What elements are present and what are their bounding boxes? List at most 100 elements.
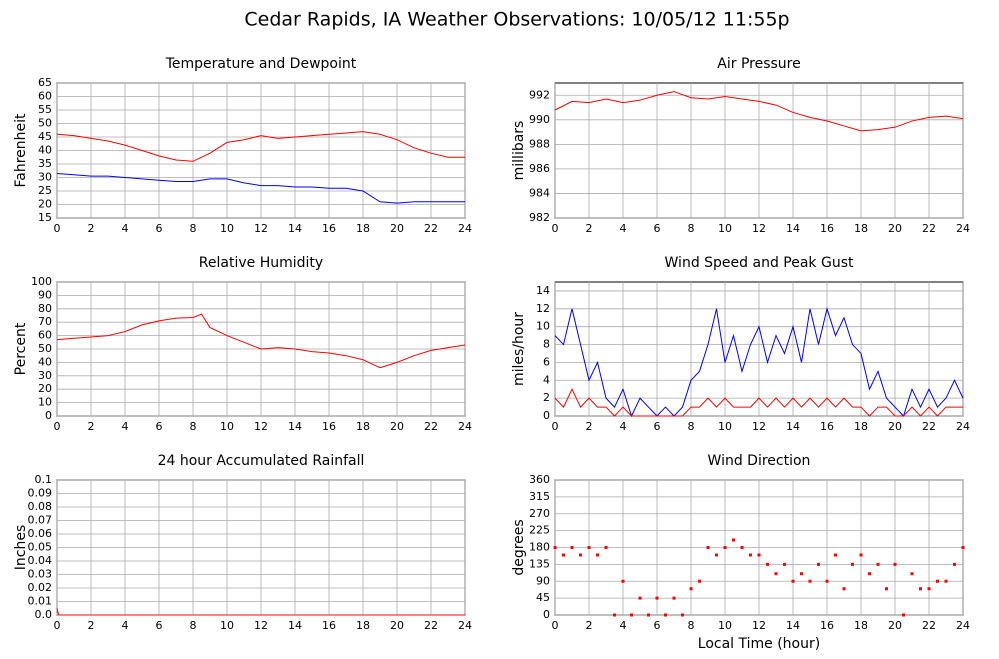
data-point xyxy=(859,553,863,557)
y-tick-label: 10 xyxy=(536,320,550,333)
data-line xyxy=(554,91,964,132)
data-point xyxy=(596,553,599,557)
x-tick-label: 14 xyxy=(288,420,302,433)
y-tick-label: 60 xyxy=(38,90,52,103)
data-point xyxy=(587,546,591,549)
x-tick-label: 22 xyxy=(922,420,936,433)
data-point xyxy=(868,572,871,576)
data-point xyxy=(757,553,761,557)
y-tick-label: 65 xyxy=(38,76,52,89)
x-tick-label: 14 xyxy=(786,420,800,433)
y-tick-label: 982 xyxy=(529,211,550,224)
x-tick-label: 8 xyxy=(688,222,695,235)
data-point xyxy=(562,553,565,557)
data-point xyxy=(927,587,931,591)
data-point xyxy=(613,613,616,617)
x-tick-label: 16 xyxy=(322,420,336,433)
x-tick-label: 16 xyxy=(820,619,834,632)
y-tick-label: 15 xyxy=(38,211,52,224)
x-tick-label: 24 xyxy=(458,222,472,235)
data-point xyxy=(774,572,778,576)
data-point xyxy=(732,538,735,542)
x-tick-label: 16 xyxy=(820,222,834,235)
x-tick-label: 24 xyxy=(458,619,472,632)
data-point xyxy=(936,579,939,583)
y-tick-label: 20 xyxy=(38,382,52,395)
y-tick-label: 12 xyxy=(536,302,550,315)
x-tick-label: 0 xyxy=(552,420,559,433)
x-tick-label: 4 xyxy=(122,619,129,632)
data-point xyxy=(817,562,820,566)
x-tick-label: 14 xyxy=(288,222,302,235)
x-tick-label: 10 xyxy=(220,619,234,632)
panel-title: 24 hour Accumulated Rainfall xyxy=(158,453,365,469)
x-tick-label: 12 xyxy=(752,420,766,433)
x-tick-label: 24 xyxy=(956,222,970,235)
data-point xyxy=(647,613,650,617)
y-tick-label: 225 xyxy=(529,524,550,537)
x-tick-label: 18 xyxy=(854,619,868,632)
x-tick-label: 20 xyxy=(888,420,902,433)
y-tick-label: 990 xyxy=(529,113,550,126)
x-tick-label: 12 xyxy=(752,222,766,235)
x-tick-label: 2 xyxy=(88,420,95,433)
x-tick-label: 2 xyxy=(586,619,593,632)
data-point xyxy=(621,579,625,583)
data-point xyxy=(885,587,888,591)
y-tick-label: 50 xyxy=(38,117,52,130)
y-tick-label: 10 xyxy=(38,396,52,409)
y-tick-label: 0.08 xyxy=(28,500,53,513)
y-tick-label: 4 xyxy=(543,373,550,386)
data-line xyxy=(56,313,466,369)
data-point xyxy=(783,562,786,566)
y-tick-label: 40 xyxy=(38,355,52,368)
y-tick-label: 80 xyxy=(38,302,52,315)
x-tick-label: 8 xyxy=(190,222,197,235)
y-tick-label: 0.1 xyxy=(35,473,53,486)
x-tick-label: 10 xyxy=(718,420,732,433)
panel-title: Wind Direction xyxy=(708,453,811,469)
x-tick-label: 2 xyxy=(88,619,95,632)
y-tick-label: 270 xyxy=(529,507,550,520)
x-tick-label: 10 xyxy=(718,222,732,235)
data-point xyxy=(570,546,574,549)
data-point xyxy=(715,553,718,557)
y-tick-label: 0.02 xyxy=(28,581,53,594)
data-point xyxy=(893,562,897,566)
x-tick-label: 6 xyxy=(156,619,163,632)
x-tick-label: 0 xyxy=(54,222,61,235)
data-point xyxy=(664,613,667,617)
y-tick-label: 0.07 xyxy=(28,514,53,527)
y-tick-label: 6 xyxy=(543,355,550,368)
x-tick-label: 14 xyxy=(786,619,800,632)
y-tick-label: 70 xyxy=(38,315,52,328)
x-tick-label: 18 xyxy=(356,619,370,632)
y-tick-label: 50 xyxy=(38,342,52,355)
x-tick-label: 4 xyxy=(620,619,627,632)
x-tick-label: 18 xyxy=(356,222,370,235)
y-tick-label: 315 xyxy=(529,490,550,503)
data-point xyxy=(961,546,965,549)
x-tick-label: 8 xyxy=(688,619,695,632)
y-tick-label: 0.09 xyxy=(28,487,53,500)
x-tick-label: 18 xyxy=(854,420,868,433)
y-axis-label: Percent xyxy=(13,322,29,375)
x-tick-label: 8 xyxy=(190,619,197,632)
y-tick-label: 60 xyxy=(38,329,52,342)
panel-title: Air Pressure xyxy=(717,56,800,72)
x-tick-label: 2 xyxy=(586,420,593,433)
x-tick-label: 22 xyxy=(424,222,438,235)
data-line xyxy=(56,131,465,162)
data-point xyxy=(910,572,914,576)
x-tick-label: 0 xyxy=(54,420,61,433)
y-tick-label: 2 xyxy=(543,391,550,404)
x-tick-label: 12 xyxy=(752,619,766,632)
y-tick-label: 0.01 xyxy=(28,595,53,608)
data-point xyxy=(766,562,769,566)
data-point xyxy=(681,613,684,617)
y-tick-label: 25 xyxy=(38,184,52,197)
x-tick-label: 4 xyxy=(122,420,129,433)
data-point xyxy=(604,546,608,549)
x-tick-label: 20 xyxy=(390,420,404,433)
